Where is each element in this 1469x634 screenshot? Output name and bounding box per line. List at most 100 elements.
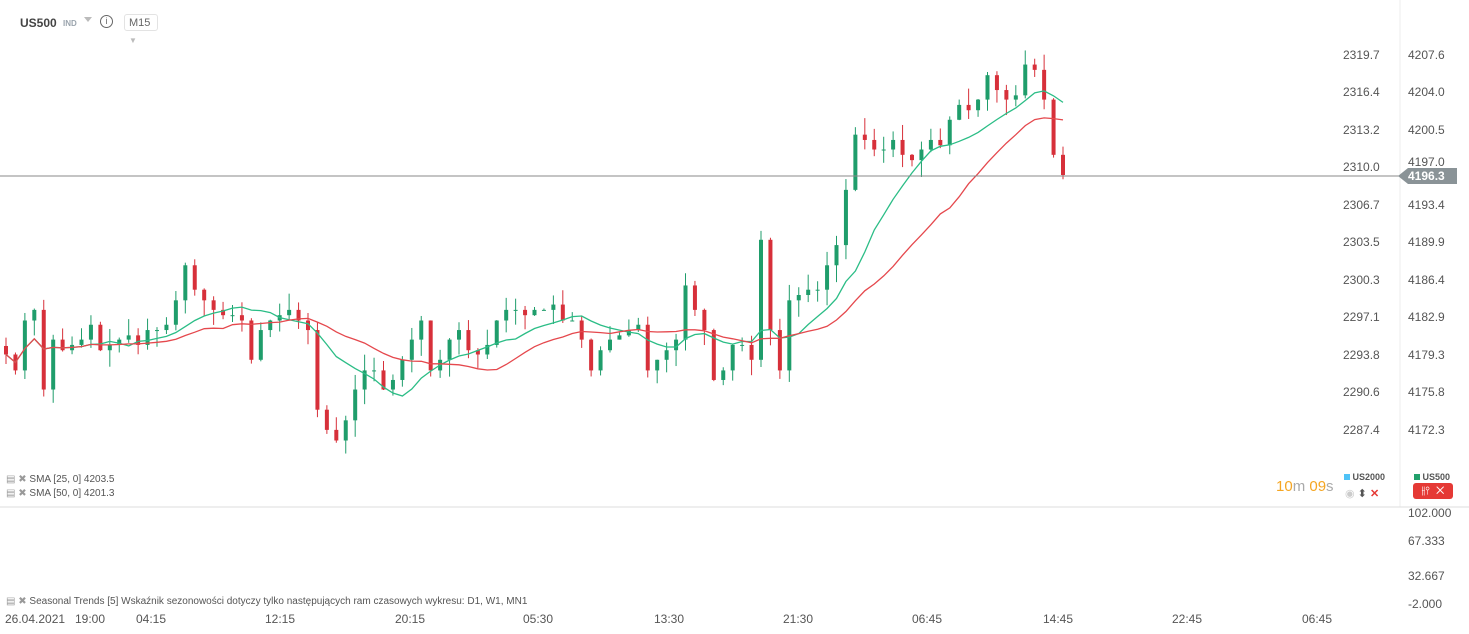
- candle-body: [230, 315, 235, 317]
- left-axis-label: 2290.6: [1343, 385, 1380, 399]
- close-icon[interactable]: ✕: [1369, 488, 1380, 500]
- left-axis-label: 2306.7: [1343, 198, 1380, 212]
- close-icon[interactable]: ✖: [18, 596, 27, 607]
- candle-body: [485, 344, 490, 355]
- candle-body: [702, 309, 707, 331]
- candle-body: [598, 350, 603, 371]
- candle-body: [22, 320, 27, 371]
- menu-icon[interactable]: ▤: [6, 488, 16, 499]
- candle-body: [315, 330, 320, 410]
- candle-body: [409, 339, 414, 360]
- right-axis-label: 4207.6: [1408, 48, 1445, 62]
- time-axis-label: 12:15: [265, 612, 296, 626]
- candle-body: [843, 189, 848, 246]
- left-axis-label: 2310.0: [1343, 160, 1380, 174]
- left-axis-label: 2316.4: [1343, 85, 1380, 99]
- move-icon[interactable]: ⬍: [1357, 488, 1367, 500]
- seasonal-trends-indicator[interactable]: ▤ ✖ Seasonal Trends [5] Wskaźnik sezonow…: [6, 596, 528, 607]
- time-axis-label: 04:15: [136, 612, 167, 626]
- candle-body: [145, 330, 150, 345]
- candle-body: [117, 339, 122, 345]
- candle-body: [853, 134, 858, 190]
- candle-body: [98, 324, 103, 351]
- candle-body: [107, 344, 112, 351]
- candle-body: [1042, 69, 1047, 100]
- lower-axis-label: -2.000: [1408, 597, 1443, 611]
- left-axis-label: 2313.2: [1343, 123, 1380, 137]
- timeframe-value: M15: [129, 17, 151, 29]
- eye-icon[interactable]: ◉: [1345, 488, 1355, 500]
- candle-body: [560, 304, 565, 321]
- instrument-type: IND: [63, 19, 77, 28]
- left-axis-label: 2297.1: [1343, 310, 1380, 324]
- candle-body: [900, 139, 905, 155]
- right-axis-label: 4204.0: [1408, 85, 1445, 99]
- candle-body: [891, 139, 896, 150]
- candle-body: [287, 309, 292, 316]
- legend-us2000[interactable]: US2000: [1344, 472, 1385, 482]
- candle-body: [872, 139, 877, 150]
- close-icon[interactable]: ✖: [18, 474, 27, 485]
- current-price-tag: [1398, 168, 1457, 184]
- candle-body: [353, 389, 358, 421]
- right-axis-label: 4172.3: [1408, 423, 1445, 437]
- indicator-sma50[interactable]: ▤ ✖ SMA [50, 0] 4201.3: [6, 488, 115, 499]
- time-axis-label: 26.04.2021: [5, 612, 66, 626]
- candle-body: [494, 320, 499, 345]
- candle-body: [815, 289, 820, 291]
- candle-body: [466, 330, 471, 351]
- right-axis-label: 4175.8: [1408, 385, 1445, 399]
- timeframe-select[interactable]: M15 ▼: [124, 14, 158, 45]
- candle-body: [749, 344, 754, 360]
- candle-body: [645, 324, 650, 371]
- candle-body: [541, 309, 546, 311]
- candle-body: [381, 370, 386, 390]
- candle-body: [258, 330, 263, 360]
- time-axis-label: 21:30: [783, 612, 814, 626]
- candle-body: [532, 309, 537, 316]
- candle-body: [759, 239, 763, 360]
- candle-body: [994, 75, 999, 91]
- candle-body: [1061, 154, 1065, 176]
- candle-body: [636, 324, 641, 331]
- sma-25-line: [5, 90, 1064, 397]
- candle-body: [202, 289, 207, 301]
- candle-body: [343, 420, 348, 441]
- candle-body: [570, 320, 575, 322]
- us500-controls[interactable]: ⫲⫯ ✕: [1413, 483, 1453, 499]
- candle-body: [551, 304, 556, 310]
- candle-body: [721, 370, 726, 380]
- symbol-title[interactable]: US500: [20, 16, 57, 30]
- candle-body: [334, 429, 339, 441]
- candle-body: [523, 309, 528, 316]
- time-axis-label: 13:30: [654, 612, 685, 626]
- indicator-sma25[interactable]: ▤ ✖ SMA [25, 0] 4203.5: [6, 474, 115, 485]
- candle-body: [324, 409, 329, 430]
- close-icon[interactable]: ✕: [1436, 485, 1445, 497]
- candle-body: [419, 320, 424, 340]
- candle-body: [155, 330, 159, 332]
- left-axis-label: 2319.7: [1343, 48, 1380, 62]
- candle-body: [362, 370, 367, 390]
- candlestick-icon[interactable]: ⫲⫯: [1421, 485, 1430, 497]
- candle-body: [296, 309, 301, 321]
- close-icon[interactable]: ✖: [18, 488, 27, 499]
- legend-us500[interactable]: US500: [1414, 472, 1450, 482]
- right-axis-label: 4193.4: [1408, 198, 1445, 212]
- menu-icon[interactable]: ▤: [6, 596, 16, 607]
- left-axis-label: 2293.8: [1343, 348, 1380, 362]
- candle-body: [513, 309, 518, 311]
- candle-body: [1004, 90, 1009, 100]
- us2000-controls: ◉ ⬍ ✕: [1345, 487, 1379, 500]
- menu-icon[interactable]: ▤: [6, 474, 16, 485]
- sma-50-line: [5, 117, 1064, 371]
- info-icon[interactable]: i: [100, 15, 113, 28]
- right-axis-label: 4186.4: [1408, 273, 1445, 287]
- chevron-down-icon[interactable]: [84, 17, 92, 22]
- candle-body: [221, 309, 226, 316]
- candle-body: [985, 75, 990, 100]
- candle-body: [447, 339, 452, 360]
- candle-body: [608, 339, 612, 351]
- candle-body: [796, 295, 801, 301]
